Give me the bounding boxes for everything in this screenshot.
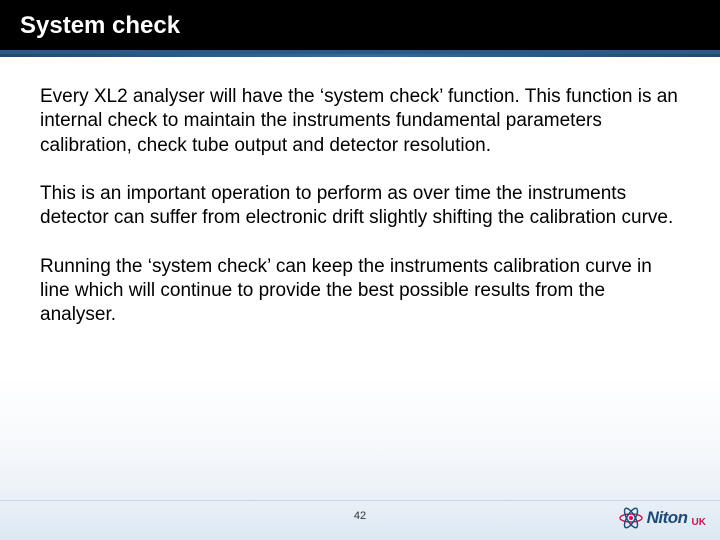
atom-icon	[619, 506, 643, 530]
brand-logo: Niton UK	[619, 506, 706, 530]
page-number: 42	[354, 510, 366, 522]
paragraph-1: Every XL2 analyser will have the ‘system…	[40, 85, 680, 158]
slide-title: System check	[20, 12, 700, 40]
slide: System check Every XL2 analyser will hav…	[0, 0, 720, 540]
paragraph-2: This is an important operation to perfor…	[40, 182, 680, 231]
logo-text: Niton	[647, 508, 688, 528]
footer: 42 Niton UK	[0, 500, 720, 540]
footer-divider	[0, 500, 720, 501]
paragraph-3: Running the ‘system check’ can keep the …	[40, 255, 680, 328]
slide-body: Every XL2 analyser will have the ‘system…	[0, 57, 720, 328]
logo-suffix: UK	[692, 517, 706, 528]
title-bar: System check	[0, 0, 720, 54]
